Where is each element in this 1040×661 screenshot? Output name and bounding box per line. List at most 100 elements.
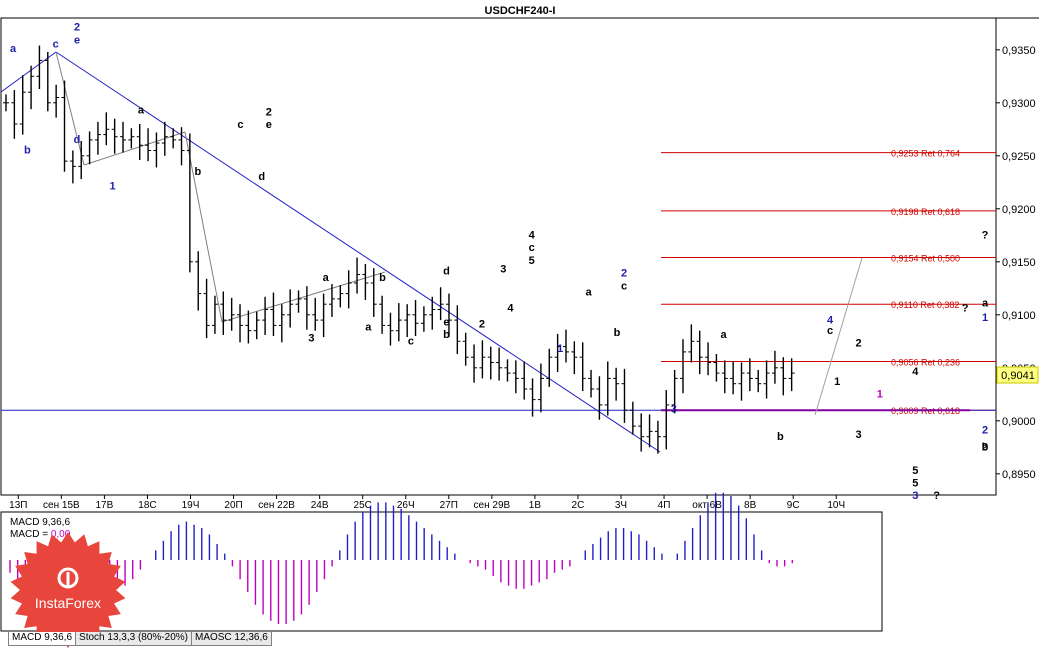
wave-label: 3 xyxy=(855,429,861,441)
current-price-box xyxy=(996,366,1039,384)
trend-line-blue-1 xyxy=(0,51,57,93)
x-tick-label: 13П xyxy=(9,500,27,511)
badge-text: InstaForex xyxy=(35,595,101,611)
wave-label: c xyxy=(53,39,59,51)
indicator-tabs: MACD 9,36,6 Stoch 13,3,3 (80%-20%) MAOSC… xyxy=(8,632,272,646)
wave-label: b xyxy=(777,431,784,443)
wave-label: e xyxy=(266,119,272,131)
wave-label: ? xyxy=(962,303,969,315)
trend-line-grey-3 xyxy=(184,131,223,323)
macd-label-1: MACD 9,36,6 xyxy=(10,517,70,528)
wave-label: b xyxy=(982,441,989,453)
x-tick-label: 27П xyxy=(440,500,458,511)
wave-label: 5 xyxy=(912,465,918,477)
y-tick-label: 0,8950 xyxy=(1002,469,1036,481)
wave-label: 4 xyxy=(507,303,514,315)
wave-label: 1 xyxy=(834,376,840,388)
macd-label-2: MACD = 0,00 xyxy=(10,529,71,540)
trend-line-grey-2 xyxy=(83,131,186,166)
y-tick-label: 0,9250 xyxy=(1002,151,1036,163)
wave-label: a xyxy=(323,272,330,284)
x-tick-label: 26Ч xyxy=(397,500,415,511)
macd-label-2-prefix: MACD = xyxy=(10,529,51,540)
wave-label: a xyxy=(585,287,592,299)
wave-label: d xyxy=(443,266,450,278)
x-tick-label: 10Ч xyxy=(827,500,845,511)
wave-label: ? xyxy=(982,441,989,453)
macd-label-2-value: 0,00 xyxy=(51,529,71,540)
fibo-label: 0,9198 Ret 0,618 xyxy=(891,207,960,217)
wave-label: 2 xyxy=(74,22,80,34)
trend-lines xyxy=(0,51,863,453)
x-tick-label: 24В xyxy=(311,500,329,511)
tab-stoch[interactable]: Stoch 13,3,3 (80%-20%) xyxy=(75,632,192,646)
price-bars xyxy=(3,45,795,454)
x-tick-label: сен 22В xyxy=(258,500,295,511)
wave-label: a xyxy=(138,104,145,116)
trend-line-grey-1 xyxy=(55,51,85,166)
badge-star-polygon xyxy=(10,532,126,648)
wave-label: b xyxy=(24,145,31,157)
x-axis: 13П сен 15В 17В 18С 19Ч 20П сен 22В 24В 25С 26Ч 27… xyxy=(9,495,845,511)
instaforex-badge: InstaForex xyxy=(10,532,126,648)
y-tick-label: 0,9000 xyxy=(1002,416,1036,428)
wave-label: 5 xyxy=(912,478,918,490)
x-tick-label: сен 29В xyxy=(474,500,511,511)
wave-label: 2 xyxy=(479,319,485,331)
chart-title: USDCHF240-I xyxy=(485,5,556,17)
wave-label: 3 xyxy=(308,332,314,344)
fibo-label: 0,9253 Ret 0,764 xyxy=(891,149,960,159)
wave-label: 4 xyxy=(529,229,536,241)
wave-label: c xyxy=(827,325,833,337)
x-tick-label: 1В xyxy=(529,500,542,511)
wave-label: 1 xyxy=(110,181,116,193)
y-tick-label: 0,9300 xyxy=(1002,98,1036,110)
wave-label: 2 xyxy=(855,338,861,350)
wave-label: d xyxy=(258,171,265,183)
wave-label: ? xyxy=(933,490,940,502)
wave-label: 1 xyxy=(877,388,883,400)
fibo-label: 0,9154 Ret 0,500 xyxy=(891,254,960,264)
wave-label: 1 xyxy=(982,312,988,324)
tab-maosc[interactable]: MAOSC 12,36,6 xyxy=(190,632,272,646)
wave-label: a xyxy=(10,43,17,55)
x-tick-label: 18С xyxy=(138,500,156,511)
wave-label: d xyxy=(74,134,81,146)
wave-label: 1 xyxy=(557,343,563,355)
wave-label: ? xyxy=(982,229,989,241)
wave-label: 3 xyxy=(500,263,506,275)
wave-label: 5 xyxy=(529,255,535,267)
wave-label: c xyxy=(621,280,627,292)
wave-label: 4 xyxy=(912,366,919,378)
projection-line xyxy=(814,257,863,416)
wave-label: c xyxy=(237,119,243,131)
trend-line-grey-4 xyxy=(221,271,386,323)
macd-panel-frame xyxy=(0,511,883,632)
x-tick-label: 25С xyxy=(354,500,372,511)
x-tick-label: 17В xyxy=(96,500,114,511)
x-tick-label: сен 15В xyxy=(43,500,80,511)
wave-label: b xyxy=(194,166,201,178)
trend-line-blue-2 xyxy=(55,51,661,453)
wave-label: e xyxy=(74,34,80,46)
fibo-label: 0,9056 Ret 0,236 xyxy=(891,357,960,367)
tab-macd[interactable]: MACD 9,36,6 xyxy=(8,632,77,646)
x-tick-label: 20П xyxy=(224,500,242,511)
current-price-marker: 0,9041 xyxy=(996,366,1039,384)
wave-label: c xyxy=(529,242,535,254)
wave-label: b xyxy=(379,272,386,284)
wave-label: e xyxy=(443,316,449,328)
wave-label: 2 xyxy=(266,107,272,119)
wave-label: a xyxy=(982,297,989,309)
y-tick-label: 0,9150 xyxy=(1002,257,1036,269)
wave-label: 4 xyxy=(827,314,834,326)
wave-label: b xyxy=(443,329,450,341)
x-tick-label: 8В xyxy=(744,500,757,511)
badge-star-shape xyxy=(10,532,126,648)
wave-label: c xyxy=(408,335,414,347)
wave-label: 3 xyxy=(912,490,918,502)
wave-label: 3 xyxy=(671,403,677,415)
